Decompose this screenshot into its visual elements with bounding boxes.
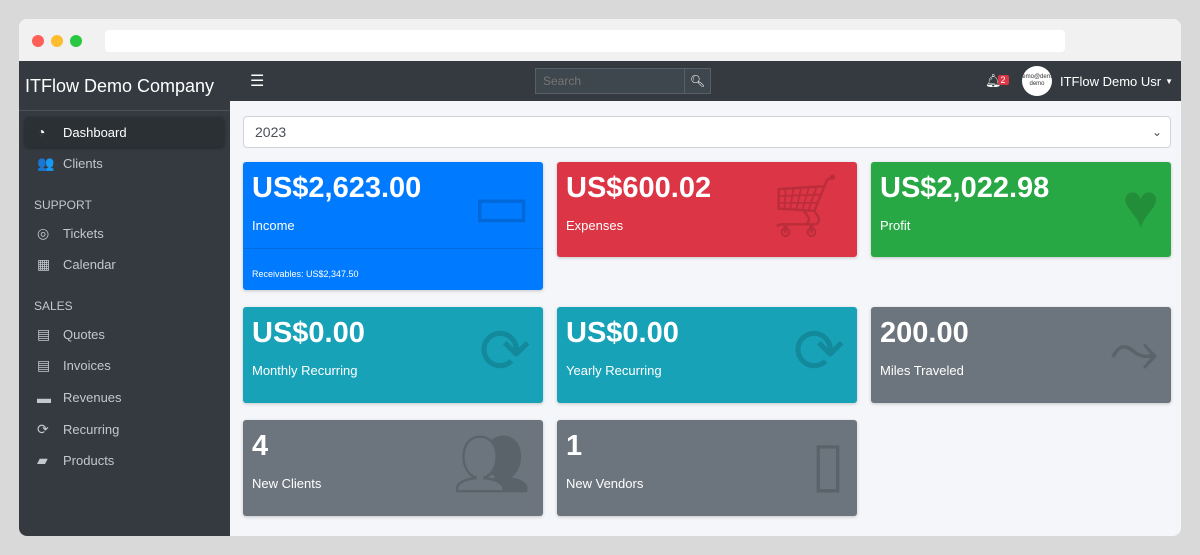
search-input[interactable] xyxy=(535,68,685,94)
sidebar-item-tickets[interactable]: ◎ Tickets xyxy=(25,218,224,248)
year-select-value: 2023 xyxy=(255,124,287,140)
bell-icon: 🔔︎ xyxy=(985,73,1002,88)
sync-icon: ⟳ xyxy=(37,420,49,437)
sidebar-item-recurring[interactable]: ⟳ Recurring xyxy=(25,414,224,444)
dashboard-content: 2023 ⌄ ▭ US$2,623.00 Income Receivables: U… xyxy=(230,101,1181,536)
stat-value: 200.00 xyxy=(880,317,969,349)
users-icon: 👥︎ xyxy=(452,430,531,499)
sidebar-item-label: Recurring xyxy=(63,421,120,437)
stat-card-income[interactable]: ▭ US$2,623.00 Income Receivables: US$2,34… xyxy=(243,162,543,290)
year-select[interactable]: 2023 ⌄ xyxy=(243,116,1171,148)
credit-card-icon: ▭ xyxy=(472,172,531,241)
search-icon: 🔍︎ xyxy=(689,74,706,88)
box-icon: ▰ xyxy=(37,452,48,469)
sync-icon: ⟳ xyxy=(793,317,845,386)
sidebar-item-dashboard[interactable]: ◔ Dashboard xyxy=(25,117,224,147)
sidebar-item-clients[interactable]: 👥 Clients xyxy=(25,149,224,179)
search-form: 🔍︎ xyxy=(535,68,711,94)
tachometer-icon: ◔ xyxy=(37,124,46,140)
sidebar-item-calendar[interactable]: ▦ Calendar xyxy=(25,250,224,280)
stat-label: Monthly Recurring xyxy=(252,363,358,378)
stat-value: 4 xyxy=(252,430,269,462)
stat-value: US$2,022.98 xyxy=(880,172,1050,204)
stat-card-profit[interactable]: ♥ US$2,022.98 Profit xyxy=(871,162,1171,257)
stat-label: Profit xyxy=(880,218,911,233)
sidebar-item-label: Calendar xyxy=(63,257,116,273)
sidebar-item-label: Dashboard xyxy=(63,124,127,140)
top-navbar: ☰ 🔍︎ 🔔︎2 demo@demo demo ITFlow Demo Usr … xyxy=(230,61,1181,101)
sidebar-item-label: Revenues xyxy=(63,390,122,406)
stat-value: US$0.00 xyxy=(252,317,365,349)
close-dot-icon[interactable] xyxy=(32,35,44,47)
stat-value: 1 xyxy=(566,430,583,462)
browser-window: ITFlow Demo Company ◔ Dashboard 👥 Clients … xyxy=(19,19,1181,536)
stat-footer: Receivables: US$2,347.50 xyxy=(243,248,543,279)
credit-card-icon: ▬ xyxy=(37,389,51,406)
calendar-icon: ▦ xyxy=(37,256,51,273)
file-icon: ▤ xyxy=(37,325,51,342)
heart-icon: ♥ xyxy=(1122,172,1159,241)
notification-count-badge: 2 xyxy=(997,75,1009,85)
address-bar[interactable] xyxy=(105,30,1065,52)
sidebar-item-revenues[interactable]: ▬ Revenues xyxy=(25,383,224,413)
stat-card-new-vendors[interactable]: ▯ 1 New Vendors xyxy=(557,420,857,516)
browser-chrome xyxy=(19,19,1181,61)
sidebar-item-products[interactable]: ▰ Products xyxy=(25,446,224,476)
search-button[interactable]: 🔍︎ xyxy=(685,68,711,94)
stat-label: New Vendors xyxy=(566,476,644,491)
stat-label: Miles Traveled xyxy=(880,363,964,378)
sidebar-item-label: Products xyxy=(63,453,115,469)
stat-label: New Clients xyxy=(252,476,322,491)
sidebar-item-invoices[interactable]: ▤ Invoices xyxy=(25,351,224,381)
sync-icon: ⟳ xyxy=(479,317,531,386)
chevron-down-icon: ⌄ xyxy=(1151,125,1162,139)
stat-card-new-clients[interactable]: 👥︎ 4 New Clients xyxy=(243,420,543,516)
stat-value: US$600.02 xyxy=(566,172,712,204)
shopping-cart-icon: 🛒︎ xyxy=(766,172,845,241)
brand-name[interactable]: ITFlow Demo Company xyxy=(19,61,230,111)
notifications-button[interactable]: 🔔︎2 xyxy=(985,73,1013,89)
building-icon: ▯ xyxy=(810,430,845,499)
user-name: ITFlow Demo Usr xyxy=(1060,73,1162,89)
sidebar-item-label: Quotes xyxy=(63,326,105,342)
stat-label: Income xyxy=(252,218,295,233)
stat-value: US$2,623.00 xyxy=(252,172,422,204)
stat-card-monthly-recurring[interactable]: ⟳ US$0.00 Monthly Recurring xyxy=(243,307,543,403)
stat-card-yearly-recurring[interactable]: ⟳ US$0.00 Yearly Recurring xyxy=(557,307,857,403)
sidebar-item-label: Invoices xyxy=(63,358,111,374)
sidebar: ITFlow Demo Company ◔ Dashboard 👥 Clients … xyxy=(19,61,230,536)
avatar: demo@demo demo xyxy=(1022,66,1052,96)
maximize-dot-icon[interactable] xyxy=(70,35,82,47)
sales-header: SALES xyxy=(34,299,73,314)
menu-toggle-icon[interactable]: ☰ xyxy=(250,73,265,90)
stat-value: US$0.00 xyxy=(566,317,679,349)
minimize-dot-icon[interactable] xyxy=(51,35,63,47)
sidebar-item-quotes[interactable]: ▤ Quotes xyxy=(25,319,224,349)
users-icon: 👥 xyxy=(37,155,55,172)
route-icon: ⤳ xyxy=(1109,317,1159,386)
stat-label: Expenses xyxy=(566,218,624,233)
user-menu[interactable]: demo@demo demo ITFlow Demo Usr ▼ xyxy=(1022,66,1173,96)
sidebar-item-label: Clients xyxy=(63,156,103,172)
caret-down-icon: ▼ xyxy=(1165,76,1174,86)
sidebar-item-label: Tickets xyxy=(63,225,104,241)
support-header: SUPPORT xyxy=(34,198,92,213)
stat-card-miles-traveled[interactable]: ⤳ 200.00 Miles Traveled xyxy=(871,307,1171,403)
invoice-icon: ▤ xyxy=(37,357,51,374)
stat-card-expenses[interactable]: 🛒︎ US$600.02 Expenses xyxy=(557,162,857,257)
stat-label: Yearly Recurring xyxy=(566,363,662,378)
life-ring-icon: ◎ xyxy=(37,224,50,241)
